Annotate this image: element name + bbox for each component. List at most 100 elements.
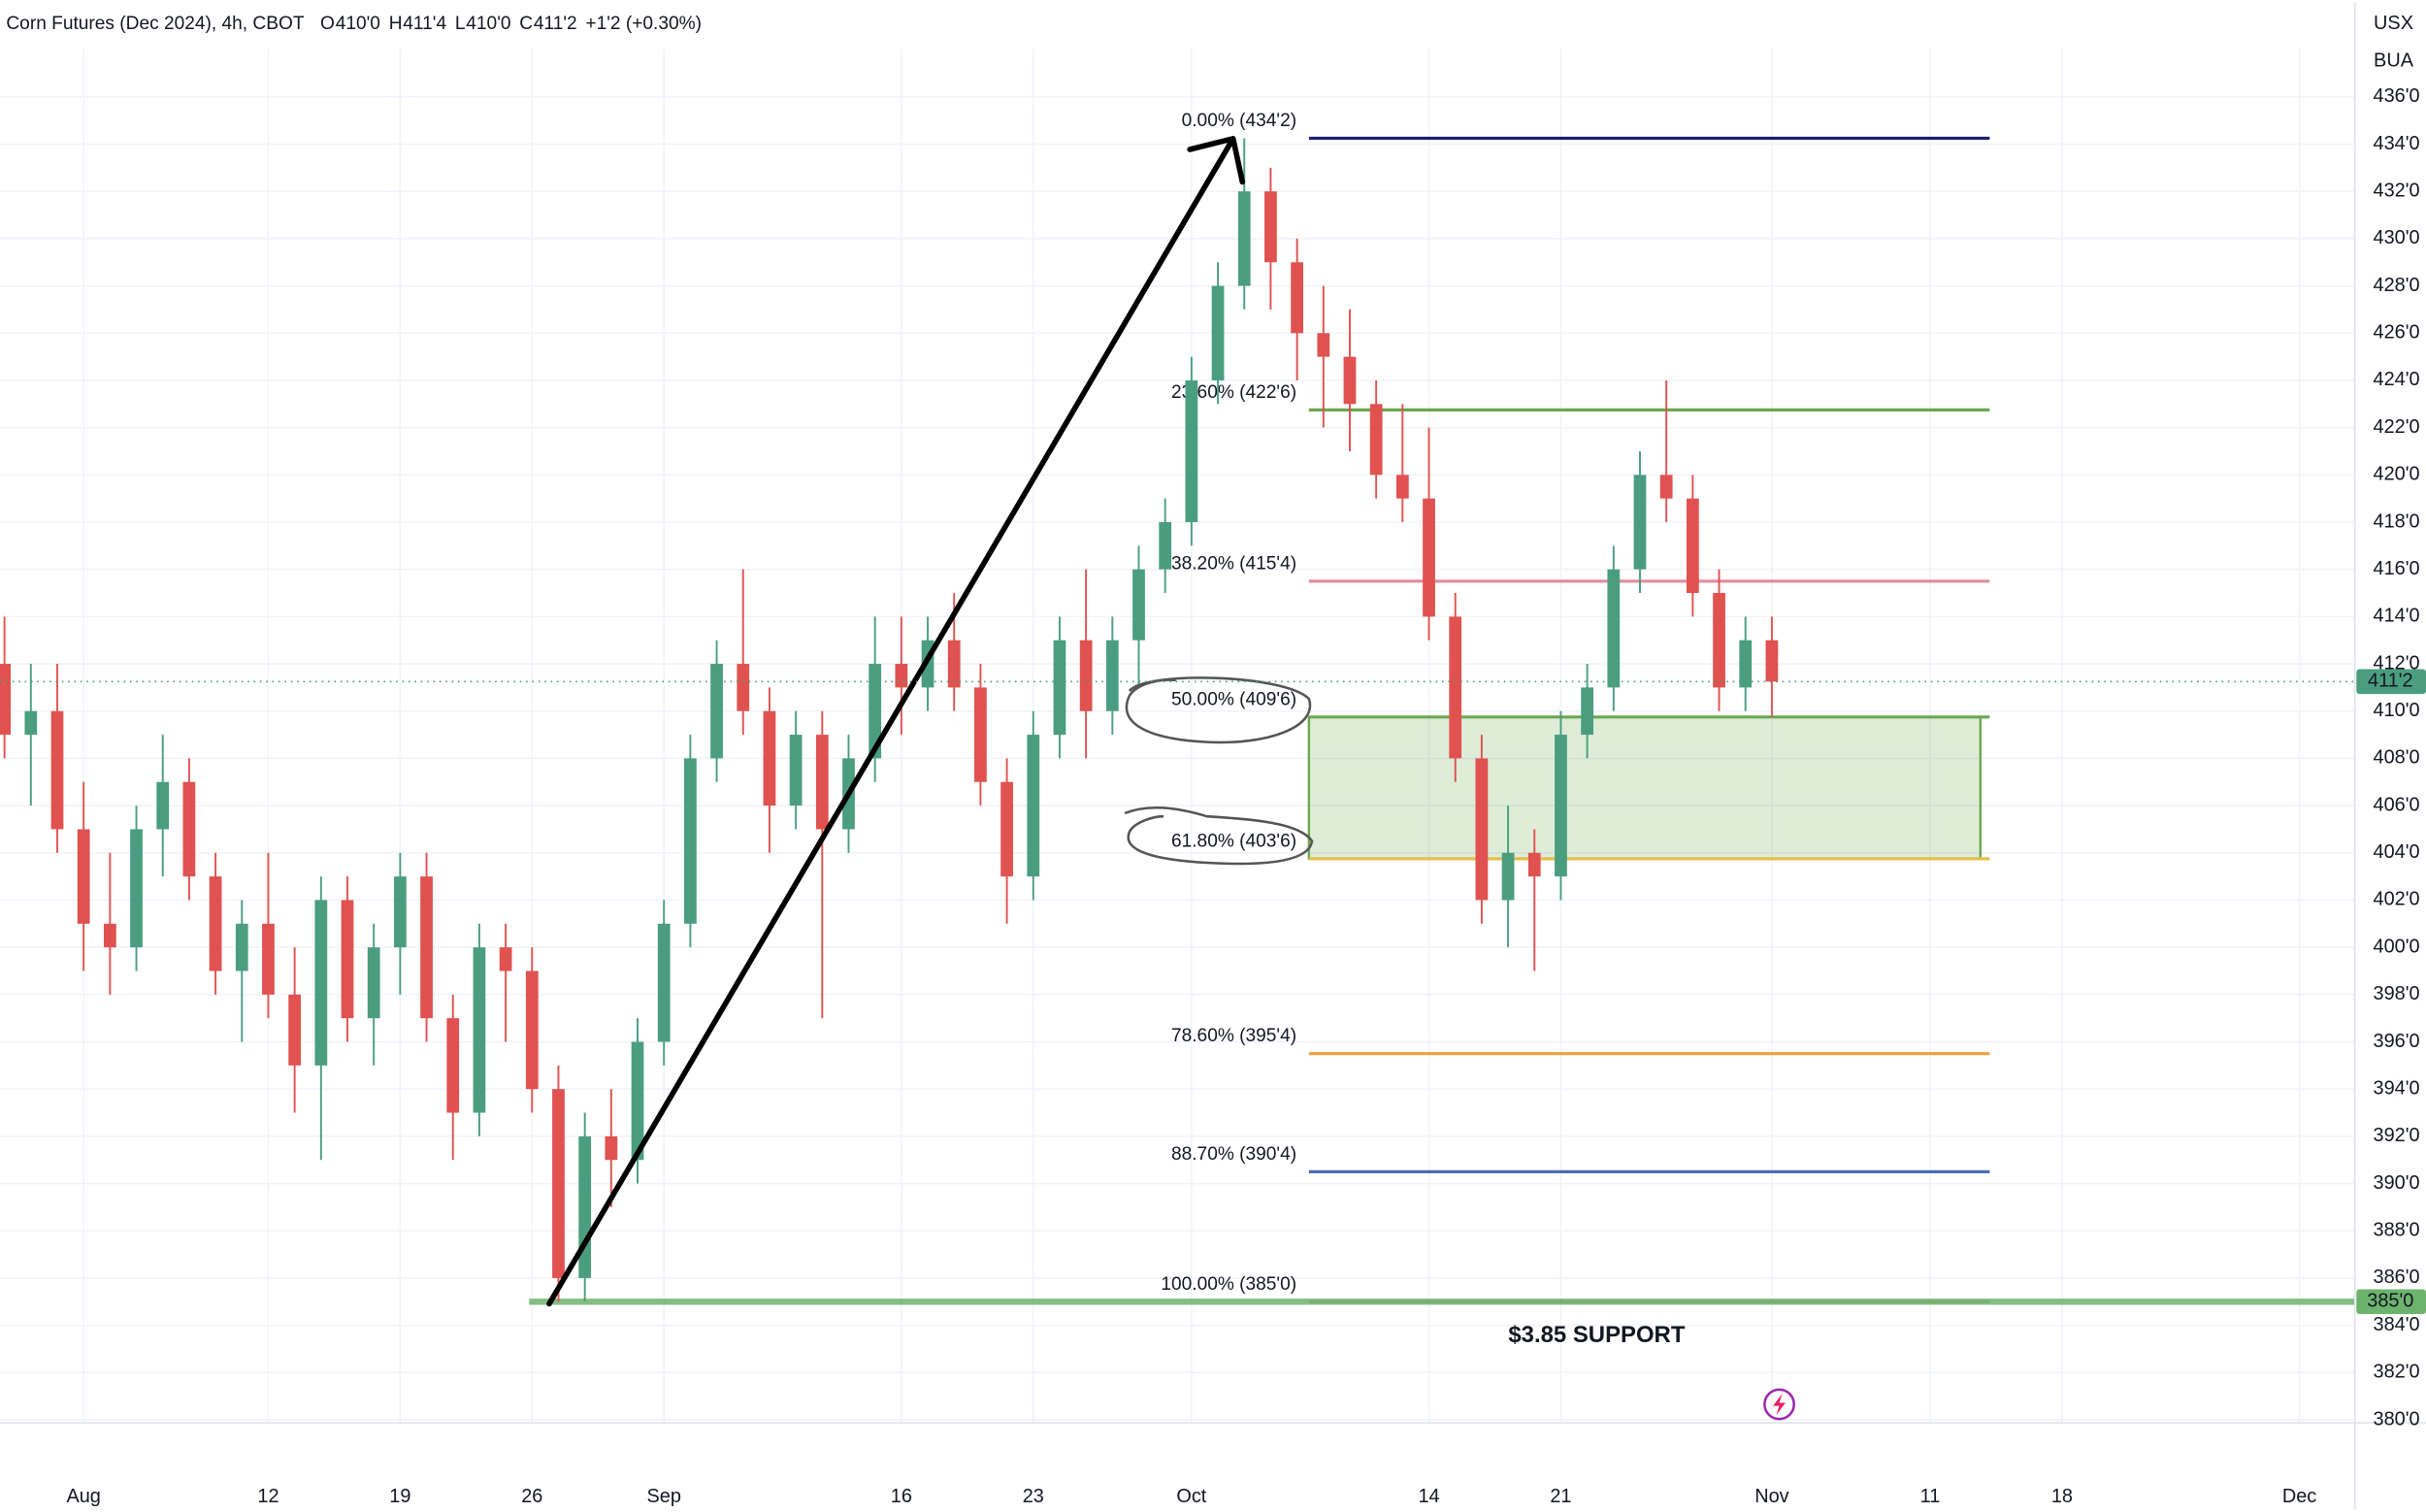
candle-body (605, 1135, 618, 1161)
candle-body (1369, 404, 1383, 476)
y-tick-label: 430'0 (2374, 227, 2420, 248)
candle-body (367, 947, 380, 1019)
grid (0, 49, 2355, 1424)
candle-body (50, 710, 64, 830)
y-tick-label: 388'0 (2374, 1220, 2420, 1241)
candle-body (1607, 569, 1621, 688)
candle-body (1211, 285, 1225, 380)
candle-body (1449, 616, 1462, 759)
last-price-label: 411'2 (2368, 671, 2413, 692)
fib-label: 61.80% (403'6) (1171, 831, 1296, 851)
candle-body (1343, 356, 1357, 405)
y-tick-label: 394'0 (2374, 1077, 2420, 1099)
candle-body (24, 710, 38, 736)
candle-body (0, 664, 11, 736)
y-tick-label: 390'0 (2374, 1172, 2420, 1194)
fib-label: 38.20% (415'4) (1171, 553, 1296, 574)
y-tick-label: 386'0 (2374, 1266, 2420, 1288)
candle-body (815, 735, 829, 830)
candle-body (77, 829, 90, 924)
candle-body (103, 923, 116, 948)
y-tick-label: 404'0 (2374, 841, 2420, 863)
candle-body (156, 781, 170, 830)
ohlc-value: 411'2 (534, 14, 577, 34)
x-tick-label: 12 (257, 1486, 279, 1507)
ohlc-legend: O 410'0 H 411'4 L 410'0 C 411'2 +1'2 (+0.30%) (320, 14, 702, 34)
candle-body (314, 900, 328, 1066)
symbol-title: Corn Futures (Dec 2024), 4h, CBOT (6, 14, 304, 34)
y-tick-label: 398'0 (2374, 983, 2420, 1004)
candle-body (1395, 475, 1409, 499)
candle-body (1555, 735, 1567, 877)
drawings: 0.00% (434'2) 23.60% (422'6) 38.20% (415'4… (529, 111, 2355, 1305)
x-tick-label: Oct (1176, 1486, 1206, 1507)
candle-body (341, 900, 354, 1019)
x-tick-label: 11 (1920, 1486, 1941, 1507)
ohlc-key: O (320, 14, 335, 34)
x-tick-label: 23 (1023, 1486, 1044, 1507)
y-tick-label: 418'0 (2374, 510, 2420, 532)
ohlc-change: +1'2 (+0.30%) (585, 14, 702, 34)
support-tag (2356, 1289, 2426, 1315)
candle-body (262, 923, 275, 995)
candle-body (1027, 735, 1040, 877)
candle-body (974, 687, 987, 782)
candle-body (525, 970, 539, 1090)
y-tick-label: 400'0 (2374, 936, 2420, 957)
candle-body (1423, 498, 1435, 617)
y-tick-label: 420'0 (2374, 464, 2420, 485)
unit: BUA (2374, 49, 2414, 71)
x-tick-label: Dec (2282, 1486, 2316, 1507)
alert-icon[interactable] (1763, 1388, 1795, 1421)
y-tick-label: 408'0 (2374, 747, 2420, 769)
y-tick-label: 434'0 (2374, 133, 2420, 154)
trend-arrow (546, 136, 1246, 1307)
candle-body (1765, 640, 1779, 682)
y-tick-label: 412'0 (2374, 652, 2420, 674)
hand-circle (1124, 805, 1314, 866)
fib-label: 88.70% (390'4) (1171, 1144, 1296, 1165)
candle-body (1079, 640, 1093, 711)
candle-body (182, 781, 196, 877)
currency: USX (2374, 13, 2413, 34)
candle-body (1237, 191, 1251, 286)
y-tick-label: 392'0 (2374, 1125, 2420, 1146)
last-price-tag (2356, 669, 2426, 695)
y-tick-label: 414'0 (2374, 606, 2420, 627)
candle-body (1264, 191, 1277, 263)
candle-body (130, 829, 143, 948)
candle-body (789, 735, 803, 806)
x-tick-label: 19 (389, 1486, 410, 1507)
candle-body (1501, 852, 1515, 901)
candle-body (235, 923, 248, 971)
y-tick-label: 422'0 (2374, 416, 2420, 438)
candle-body (869, 664, 882, 759)
candle-body (684, 758, 697, 924)
fib-label: 23.60% (422'6) (1171, 382, 1296, 403)
candle-body (1000, 781, 1013, 877)
ohlc-value: 411'4 (403, 14, 446, 34)
fib-label: 78.60% (395'4) (1171, 1026, 1296, 1046)
y-tick-label: 406'0 (2374, 794, 2420, 815)
candle-body (552, 1089, 565, 1278)
candle-body (499, 947, 512, 971)
ohlc-key: C (519, 14, 533, 34)
candle-body (1581, 687, 1593, 736)
ohlc-value: 410'0 (336, 14, 380, 34)
y-tick-label: 410'0 (2374, 700, 2420, 721)
candle-body (1159, 522, 1172, 570)
candle-body (473, 947, 486, 1113)
hand-circle (1125, 676, 1312, 744)
y-tick-label: 432'0 (2374, 180, 2420, 201)
fib-label: 0.00% (434'2) (1182, 111, 1296, 131)
fib-label: 50.00% (409'6) (1171, 689, 1296, 709)
x-tick-label: Aug (66, 1486, 100, 1507)
y-tick-label: 384'0 (2374, 1314, 2420, 1335)
y-tick-label: 416'0 (2374, 558, 2420, 579)
x-tick-label: Nov (1754, 1486, 1788, 1507)
candle-body (446, 1018, 460, 1113)
ohlc-value: 410'0 (466, 14, 510, 34)
candle-body (710, 664, 723, 759)
fib-zone (1307, 715, 1983, 861)
